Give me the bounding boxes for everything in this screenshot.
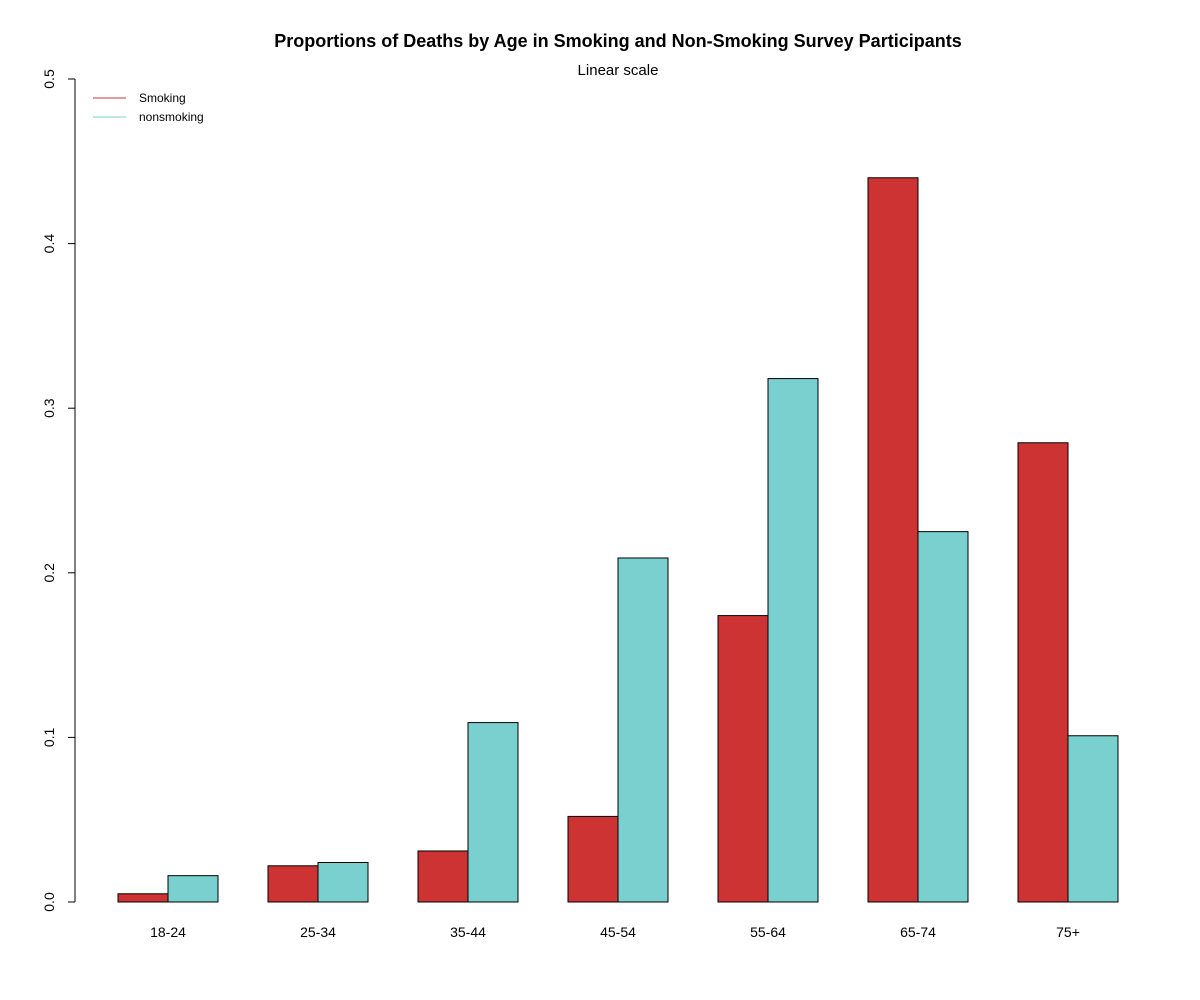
bar-nonsmoking-45-54 — [617, 557, 669, 903]
x-axis-labels: 18-24 25-34 35-44 45-54 55-64 65-74 75+ — [150, 924, 1080, 940]
x-tick-label: 45-54 — [600, 924, 636, 940]
y-tick-label: 0.4 — [41, 234, 57, 254]
x-tick-label: 75+ — [1056, 924, 1080, 940]
x-tick-label: 25-34 — [300, 924, 336, 940]
y-tick-label: 0.2 — [41, 563, 57, 583]
bar-nonsmoking-75+ — [1067, 735, 1119, 903]
chart-title: Proportions of Deaths by Age in Smoking … — [274, 31, 961, 51]
y-tick-label: 0.5 — [41, 69, 57, 89]
bar-nonsmoking-55-64 — [767, 378, 819, 903]
legend-label-smoking: Smoking — [139, 91, 186, 105]
legend: Smoking nonsmoking — [93, 91, 204, 124]
x-tick-label: 55-64 — [750, 924, 786, 940]
y-tick-label: 0.3 — [41, 398, 57, 418]
bars-group — [117, 177, 1119, 903]
bar-nonsmoking-35-44 — [467, 722, 519, 903]
bar-nonsmoking-65-74 — [917, 531, 969, 903]
bar-smoking-45-54 — [567, 815, 619, 903]
y-axis: 0.0 0.1 0.2 0.3 0.4 0.5 — [41, 69, 76, 912]
bar-smoking-55-64 — [717, 615, 769, 903]
bar-smoking-18-24 — [117, 893, 169, 903]
y-tick-label: 0.0 — [41, 892, 57, 912]
bar-smoking-25-34 — [267, 865, 319, 903]
bar-smoking-65-74 — [867, 177, 919, 903]
x-tick-label: 65-74 — [900, 924, 936, 940]
x-tick-label: 35-44 — [450, 924, 486, 940]
bar-smoking-35-44 — [417, 850, 469, 903]
bar-smoking-75+ — [1017, 442, 1069, 903]
bar-nonsmoking-18-24 — [167, 875, 219, 903]
chart-subtitle: Linear scale — [578, 62, 659, 79]
y-tick-label: 0.1 — [41, 727, 57, 747]
legend-label-nonsmoking: nonsmoking — [139, 110, 204, 124]
x-tick-label: 18-24 — [150, 924, 186, 940]
bar-nonsmoking-25-34 — [317, 861, 369, 903]
